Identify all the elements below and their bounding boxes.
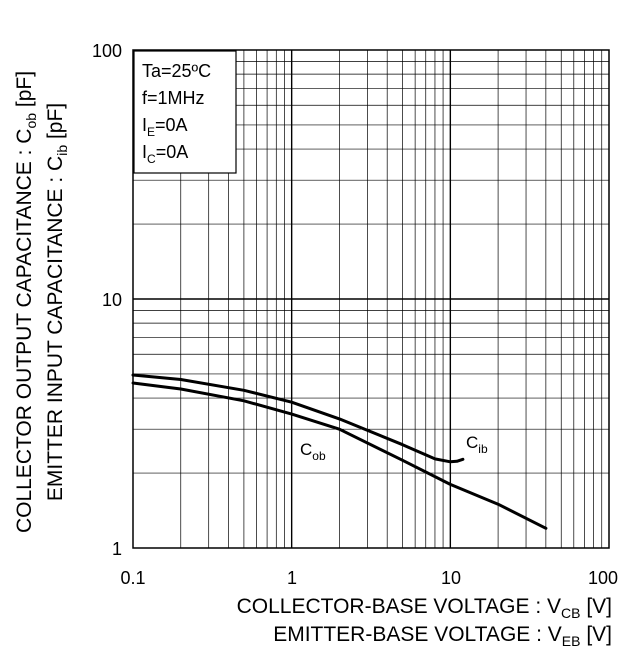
x-tick-label: 1 <box>287 568 297 588</box>
x-tick-label: 0.1 <box>120 568 145 588</box>
conditions-box-frame <box>133 50 237 174</box>
y-tick-label: 10 <box>102 290 122 310</box>
x-axis-label-collector: COLLECTOR-BASE VOLTAGE : VCB [V] <box>237 595 612 621</box>
y-tick-label: 1 <box>112 539 122 559</box>
series-label-cib: Cib <box>466 433 488 456</box>
series-line-cib <box>131 373 465 464</box>
x-tick-labels: 0.1 1 10 100 <box>120 568 618 588</box>
condition-emitter-current: IE=0A <box>142 115 188 139</box>
y-tick-label: 100 <box>92 41 122 61</box>
series-label-cob: Cob <box>300 440 326 463</box>
condition-collector-current: IC=0A <box>142 142 188 166</box>
condition-frequency: f=1MHz <box>142 88 205 108</box>
plot-border <box>132 49 610 549</box>
y-tick-labels: 1 10 100 <box>92 41 122 559</box>
conditions-box: Ta=25ºC f=1MHz IE=0A IC=0A <box>133 50 237 174</box>
y-axis-label-collector: COLLECTOR OUTPUT CAPACITANCE : Cob [pF] <box>13 71 39 533</box>
x-axis-label-emitter: EMITTER-BASE VOLTAGE : VEB [V] <box>273 623 612 649</box>
series-line-cob <box>131 381 548 530</box>
y-axis-label-emitter: EMITTER INPUT CAPACITANCE : Cib [pF] <box>44 103 70 501</box>
x-tick-label: 100 <box>588 568 618 588</box>
condition-temperature: Ta=25ºC <box>142 61 211 81</box>
x-tick-label: 10 <box>441 568 461 588</box>
series-curves <box>131 373 548 530</box>
